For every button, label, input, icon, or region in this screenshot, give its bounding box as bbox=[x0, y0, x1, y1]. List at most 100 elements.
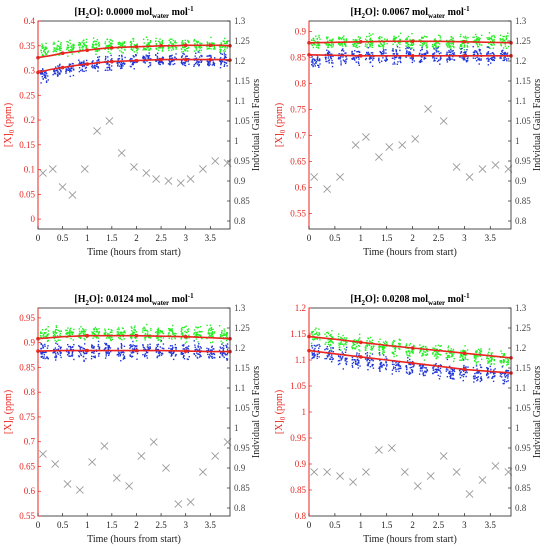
blue-point bbox=[438, 53, 441, 55]
green-point bbox=[434, 48, 436, 50]
green-point bbox=[171, 333, 174, 335]
blue-point bbox=[312, 353, 314, 355]
green-point bbox=[212, 48, 215, 50]
y-right-axis-label: Indvidual Gain Factors bbox=[532, 79, 543, 171]
green-point bbox=[111, 40, 114, 42]
green-point bbox=[447, 346, 449, 349]
green-point bbox=[325, 44, 328, 46]
y-right-tick-label: 0.95 bbox=[234, 443, 250, 453]
green-point bbox=[378, 37, 380, 40]
green-point bbox=[93, 333, 96, 335]
green-point bbox=[47, 333, 50, 335]
blue-point bbox=[314, 65, 316, 67]
blue-point bbox=[175, 354, 177, 356]
blue-point bbox=[405, 50, 408, 53]
blue-point bbox=[80, 354, 82, 357]
green-point bbox=[222, 334, 224, 337]
blue-point bbox=[369, 56, 372, 58]
y-right-tick-label: 1.15 bbox=[515, 76, 531, 86]
blue-point bbox=[226, 345, 228, 347]
blue-point bbox=[452, 377, 454, 380]
blue-point bbox=[47, 79, 49, 81]
blue-point bbox=[59, 354, 62, 356]
blue-point bbox=[472, 57, 475, 59]
green-point bbox=[330, 333, 332, 336]
blue-point bbox=[226, 352, 229, 354]
blue-point bbox=[462, 375, 465, 378]
blue-point bbox=[438, 378, 441, 380]
gain-factor-marker bbox=[58, 183, 67, 191]
blue-point bbox=[226, 343, 229, 345]
blue-point bbox=[60, 346, 62, 349]
blue-point bbox=[90, 355, 93, 358]
green-point bbox=[158, 41, 161, 43]
green-point bbox=[383, 38, 386, 40]
green-point bbox=[172, 47, 174, 49]
green-point bbox=[161, 41, 163, 43]
x-tick-label: 3 bbox=[183, 520, 188, 530]
blue-point bbox=[453, 368, 455, 371]
green-point bbox=[66, 336, 68, 339]
green-point bbox=[220, 42, 222, 44]
blue-point bbox=[147, 56, 150, 59]
green-point bbox=[161, 39, 164, 42]
green-point bbox=[412, 348, 415, 351]
green-point bbox=[197, 334, 200, 336]
blue-point bbox=[487, 52, 489, 54]
green-point bbox=[445, 357, 447, 359]
green-point bbox=[432, 353, 434, 355]
blue-point bbox=[491, 377, 494, 379]
y-left-tick-label: 0.95 bbox=[290, 433, 306, 443]
blue-point bbox=[207, 61, 210, 64]
green-point bbox=[488, 360, 490, 363]
green-point bbox=[406, 41, 408, 43]
gain-factor-marker bbox=[164, 177, 173, 185]
green-point bbox=[226, 40, 228, 43]
blue-point bbox=[156, 55, 159, 58]
blue-point bbox=[91, 61, 94, 63]
blue-point bbox=[447, 58, 449, 60]
green-point bbox=[327, 46, 330, 49]
blue-point bbox=[98, 346, 101, 349]
blue-point bbox=[342, 56, 344, 58]
blue-point bbox=[477, 370, 480, 373]
gain-factor-marker bbox=[491, 161, 500, 169]
blue-point bbox=[71, 354, 74, 356]
green-point bbox=[169, 38, 172, 40]
blue-point bbox=[117, 65, 119, 67]
green-point bbox=[436, 351, 438, 353]
blue-point bbox=[432, 52, 434, 55]
green-point bbox=[169, 328, 171, 331]
green-point bbox=[313, 43, 315, 45]
green-point bbox=[366, 340, 368, 342]
blue-point bbox=[356, 363, 358, 365]
blue-point bbox=[93, 352, 95, 354]
blue-point bbox=[391, 363, 394, 366]
green-point bbox=[328, 345, 331, 347]
blue-point bbox=[195, 61, 198, 64]
blue-point bbox=[46, 347, 49, 349]
blue-point bbox=[211, 64, 214, 66]
blue-point bbox=[183, 355, 185, 357]
green-point bbox=[329, 339, 332, 341]
blue-point bbox=[358, 360, 360, 362]
green-point bbox=[181, 41, 183, 43]
blue-point bbox=[327, 51, 329, 54]
green-point bbox=[331, 329, 333, 332]
green-point bbox=[477, 46, 480, 48]
blue-point bbox=[59, 63, 61, 66]
blue-point bbox=[98, 352, 101, 355]
blue-point bbox=[92, 351, 94, 354]
gain-factor-marker bbox=[439, 452, 448, 460]
blue-point bbox=[408, 51, 410, 53]
green-point bbox=[460, 45, 463, 47]
green-point bbox=[493, 44, 495, 46]
green-point bbox=[487, 362, 490, 364]
blue-point bbox=[65, 70, 67, 73]
green-point bbox=[412, 351, 414, 353]
blue-point bbox=[194, 346, 196, 348]
blue-point bbox=[145, 349, 147, 351]
blue-point bbox=[156, 52, 159, 54]
blue-point bbox=[313, 356, 315, 359]
blue-point bbox=[194, 348, 197, 351]
